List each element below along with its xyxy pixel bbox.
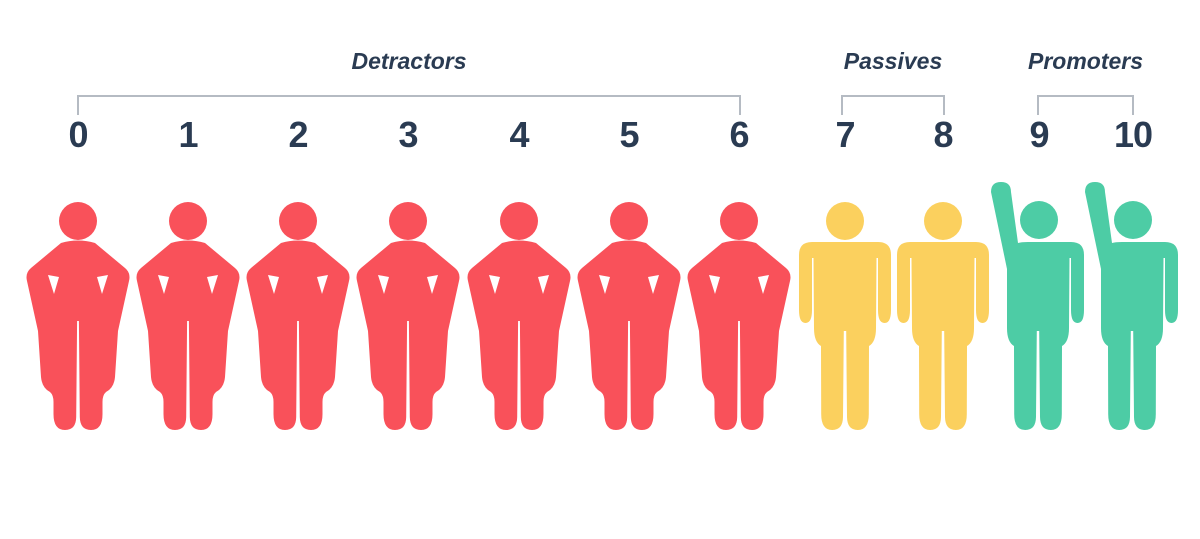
hands-on-hips-silhouette [687,202,791,430]
hands-on-hips-silhouette [246,202,350,430]
score-label-10: 10 [1113,114,1153,155]
score-label-1: 1 [178,114,198,155]
one-arm-raised-silhouette [1085,182,1178,430]
promoters-label: Promoters [1027,48,1144,74]
hands-on-hips-silhouette [26,202,130,430]
score-label-7: 7 [835,114,855,155]
one-arm-raised-person-figure [1085,182,1178,430]
hands-on-hips-silhouette [356,202,460,430]
promoters-bracket [1037,95,1134,115]
score-label-5: 5 [619,114,639,155]
detractors-label: Detractors [351,48,467,74]
detractors-bracket [77,95,741,115]
score-label-4: 4 [509,114,529,155]
passives-label: Passives [843,48,943,74]
passives-bracket [841,95,945,115]
hands-on-hips-silhouette [136,202,240,430]
score-label-9: 9 [1029,114,1049,155]
score-label-8: 8 [933,114,953,155]
hands-on-hips-silhouette [467,202,571,430]
hands-on-hips-silhouette [577,202,681,430]
score-label-6: 6 [729,114,749,155]
score-label-2: 2 [288,114,308,155]
score-label-0: 0 [68,114,88,155]
score-label-3: 3 [398,114,418,155]
